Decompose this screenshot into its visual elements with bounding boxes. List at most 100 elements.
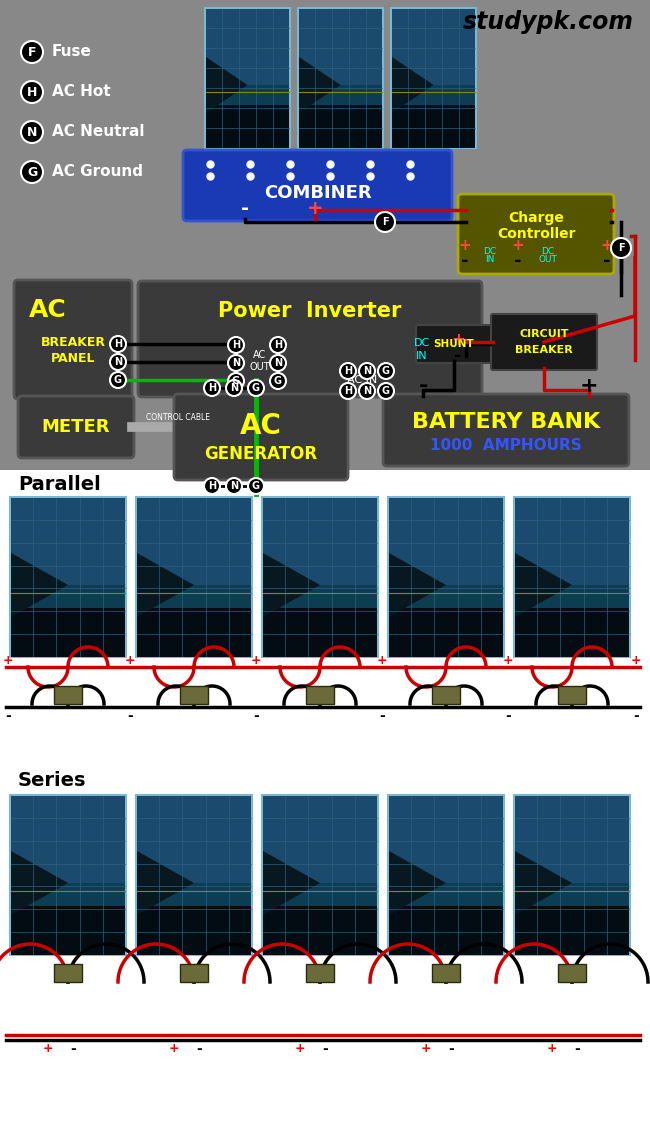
Text: H: H xyxy=(114,339,122,349)
Text: BATTERY BANK: BATTERY BANK xyxy=(412,412,600,432)
Text: H: H xyxy=(208,481,216,491)
Text: IN: IN xyxy=(416,351,428,361)
FancyBboxPatch shape xyxy=(11,608,125,656)
Text: +: + xyxy=(601,239,614,253)
Circle shape xyxy=(204,479,220,494)
FancyBboxPatch shape xyxy=(263,796,377,883)
FancyBboxPatch shape xyxy=(0,470,650,1126)
Circle shape xyxy=(375,212,395,232)
Text: PANEL: PANEL xyxy=(51,351,96,365)
Circle shape xyxy=(110,336,126,352)
FancyBboxPatch shape xyxy=(306,964,334,982)
Text: -: - xyxy=(419,376,428,396)
Text: -: - xyxy=(633,709,639,723)
FancyBboxPatch shape xyxy=(263,498,377,586)
Circle shape xyxy=(248,479,264,494)
FancyBboxPatch shape xyxy=(306,686,334,704)
FancyBboxPatch shape xyxy=(137,608,251,656)
Text: G: G xyxy=(382,386,390,396)
Text: Fuse: Fuse xyxy=(52,45,92,60)
Text: N: N xyxy=(363,366,371,376)
Text: +: + xyxy=(3,653,13,667)
Text: G: G xyxy=(252,481,260,491)
Circle shape xyxy=(110,354,126,370)
Text: BREAKER: BREAKER xyxy=(515,345,573,355)
Text: IN: IN xyxy=(486,256,495,265)
FancyBboxPatch shape xyxy=(515,796,629,883)
Text: F: F xyxy=(618,243,624,253)
Circle shape xyxy=(204,379,220,396)
Text: +: + xyxy=(512,239,525,253)
Text: -: - xyxy=(241,199,249,218)
Text: G: G xyxy=(252,383,260,393)
Circle shape xyxy=(228,373,244,388)
FancyBboxPatch shape xyxy=(262,795,378,955)
FancyBboxPatch shape xyxy=(515,498,629,586)
Text: N: N xyxy=(230,481,238,491)
FancyBboxPatch shape xyxy=(392,9,475,84)
Text: -: - xyxy=(514,252,522,270)
Text: OUT: OUT xyxy=(539,256,558,265)
Text: AC: AC xyxy=(240,412,282,440)
Text: -: - xyxy=(462,252,469,270)
FancyBboxPatch shape xyxy=(180,964,208,982)
Text: -: - xyxy=(70,1042,76,1056)
FancyBboxPatch shape xyxy=(138,282,482,397)
Text: N: N xyxy=(274,358,282,368)
Text: +: + xyxy=(294,1043,305,1055)
FancyBboxPatch shape xyxy=(180,686,208,704)
FancyBboxPatch shape xyxy=(183,150,452,221)
FancyBboxPatch shape xyxy=(491,314,597,370)
FancyBboxPatch shape xyxy=(137,498,251,586)
Text: G: G xyxy=(114,375,122,385)
Text: F: F xyxy=(28,45,36,59)
Polygon shape xyxy=(263,553,320,617)
FancyBboxPatch shape xyxy=(263,906,377,955)
Text: AC IN: AC IN xyxy=(347,375,377,385)
FancyBboxPatch shape xyxy=(391,8,476,148)
FancyBboxPatch shape xyxy=(392,105,475,148)
FancyBboxPatch shape xyxy=(206,105,289,148)
FancyBboxPatch shape xyxy=(389,906,503,955)
Circle shape xyxy=(359,383,375,399)
Text: +: + xyxy=(125,653,135,667)
Text: +: + xyxy=(377,653,387,667)
Text: H: H xyxy=(344,386,352,396)
Text: AC: AC xyxy=(254,350,266,360)
Text: N: N xyxy=(114,357,122,367)
Circle shape xyxy=(340,363,356,379)
FancyBboxPatch shape xyxy=(18,396,134,458)
Circle shape xyxy=(228,355,244,370)
FancyBboxPatch shape xyxy=(389,796,503,883)
FancyBboxPatch shape xyxy=(11,796,125,883)
Text: +: + xyxy=(421,1043,432,1055)
Text: N: N xyxy=(363,386,371,396)
Text: H: H xyxy=(344,366,352,376)
FancyBboxPatch shape xyxy=(383,394,629,466)
Text: -: - xyxy=(196,1042,202,1056)
Text: -: - xyxy=(574,1042,580,1056)
FancyBboxPatch shape xyxy=(515,608,629,656)
Text: H: H xyxy=(27,86,37,98)
Text: +: + xyxy=(451,331,465,349)
Text: CONTROL CABLE: CONTROL CABLE xyxy=(146,413,210,422)
FancyBboxPatch shape xyxy=(263,608,377,656)
Circle shape xyxy=(226,479,242,494)
Text: AC Hot: AC Hot xyxy=(52,84,110,99)
Circle shape xyxy=(270,355,286,370)
Text: +: + xyxy=(251,653,261,667)
Text: H: H xyxy=(274,340,282,350)
Text: DC: DC xyxy=(541,247,554,256)
FancyBboxPatch shape xyxy=(205,8,290,148)
FancyBboxPatch shape xyxy=(299,9,382,84)
Text: +: + xyxy=(502,653,514,667)
Text: AC Neutral: AC Neutral xyxy=(52,125,144,140)
FancyBboxPatch shape xyxy=(54,686,82,704)
Text: AC Ground: AC Ground xyxy=(52,164,143,179)
Circle shape xyxy=(228,337,244,352)
Circle shape xyxy=(359,363,375,379)
Text: +: + xyxy=(459,239,471,253)
Text: SHUNT: SHUNT xyxy=(434,339,474,349)
Circle shape xyxy=(270,337,286,352)
FancyBboxPatch shape xyxy=(558,964,586,982)
